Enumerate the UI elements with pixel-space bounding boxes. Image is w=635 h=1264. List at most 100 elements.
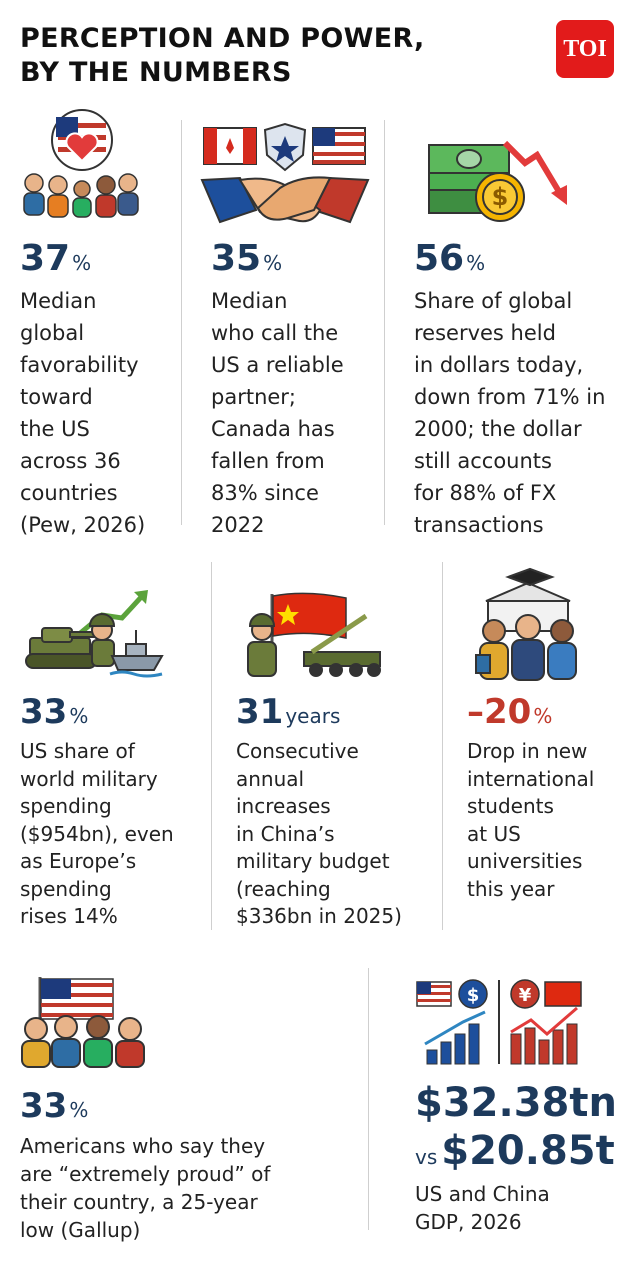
stat-number: 35% [211,238,344,279]
gdp-block: $32.38tn vs $20.85t US and China GDP, 202… [415,1080,617,1236]
divider [181,120,182,525]
description-line: still accounts [414,449,552,473]
stat: 33% US share of world military spending ($95… [20,692,174,931]
description-line: toward [20,385,93,409]
stat-value: 56 [414,238,465,279]
stat-number: 33% [20,692,174,732]
description-line: their country, a 25-year [20,1190,258,1214]
stat-number: 37% [20,238,145,279]
logo: TOI [556,20,614,78]
description-line: in China’s [236,821,335,846]
icon-handshake [200,122,370,224]
stat-description: US share of world military spending ($954bn… [20,738,174,931]
description-line: Canada has [211,417,335,441]
stat-unit: % [72,251,92,275]
description-line: international [467,766,595,791]
description-line: $336bn in 2025) [236,904,402,928]
stat-unit: % [533,704,553,728]
description-line: Median [211,289,288,313]
description-line: Drop in new [467,739,588,763]
description-line: reserves held [414,321,556,345]
stat: 56% Share of global reserves held in dollar… [414,238,605,541]
description-line: global [20,321,85,345]
svg-text:$: $ [467,985,480,1006]
gdp-us: $32.38tn [415,1080,617,1126]
svg-text:¥: ¥ [519,985,532,1006]
description-line: down from 71% in [414,385,606,409]
gdp-caption: US and China GDP, 2026 [415,1180,617,1236]
stat-description: Drop in new international students at US uni… [467,738,594,903]
stat-description: Share of global reserves held in dollars t… [414,285,605,541]
caption-line: GDP, 2026 [415,1210,522,1234]
description-line: annual [236,766,305,791]
gdp-china-row: vs $20.85t [415,1128,617,1174]
description-line: spending [20,794,112,818]
description-line: Share of global [414,289,573,313]
caption-line: US and China [415,1182,550,1206]
divider [442,562,443,930]
description-line: world military [20,766,158,791]
stat-unit: years [285,704,341,728]
description-line: who call the [211,321,339,345]
stat-value: 35 [211,238,262,279]
stat-number: –20% [467,692,594,732]
divider [368,968,369,1230]
divider [211,562,212,930]
description-line: transactions [414,513,544,537]
description-line: favorability [20,353,139,377]
description-line: 2000; the dollar [414,417,582,441]
stat-unit: % [466,251,486,275]
svg-text:$: $ [492,183,509,211]
description-line: as Europe’s [20,849,137,873]
stat-unit: % [69,704,89,728]
stat-number: 31 years [236,692,402,732]
icon-gdp: $ ¥ [416,979,582,1065]
stat-number: 33% [20,1086,270,1126]
description-line: 83% since [211,481,319,505]
description-line: in dollars today, [414,353,584,377]
title-line: BY THE NUMBERS [20,57,292,88]
stat-value: 37 [20,238,71,279]
stat-value: 33 [20,1086,68,1126]
stat-unit: % [69,1098,89,1122]
description-line: ($954bn), even [20,821,174,846]
description-line: Consecutive [236,739,359,763]
stat: –20% Drop in new international students at U… [467,692,594,903]
description-line: military budget [236,849,390,873]
description-line: at US [467,821,521,846]
icon-proud-americans [21,977,145,1068]
description-line: increases [236,794,331,818]
icon-people-heart [23,109,139,218]
stat-number: 56% [414,238,605,279]
icon-china-military [247,592,381,677]
stat-value: –20 [467,692,532,732]
stat-description: Consecutive annual increases in China’s mili… [236,738,402,931]
description-line: US a reliable [211,353,344,377]
stat-unit: % [263,251,283,275]
description-line: the US [20,417,90,441]
description-line: universities [467,849,583,873]
icon-military [25,590,164,678]
description-line: low (Gallup) [20,1218,141,1242]
stat: 33% Americans who say they are “extremely … [20,1086,270,1244]
description-line: (reaching [236,876,331,901]
description-line: Median [20,289,97,313]
stat-description: Americans who say they are “extremely pro… [20,1132,270,1244]
vs-label: vs [415,1145,438,1169]
description-line: fallen from [211,449,325,473]
description-line: rises 14% [20,904,118,928]
stat: 31 years Consecutive annual increases in Chin… [236,692,402,931]
stat: 35% Median who call the US a reliable partne… [211,238,344,541]
description-line: across 36 [20,449,121,473]
description-line: countries [20,481,118,505]
divider [384,120,385,525]
description-line: this year [467,876,555,901]
gdp-china: $20.85t [441,1128,615,1174]
title-line: PERCEPTION AND POWER, [20,23,425,54]
icon-students [475,567,577,681]
stat: 37% Median global favorability toward the US a… [20,238,145,541]
description-line: US share of [20,739,135,763]
stat-description: Median global favorability toward the US acro… [20,285,145,541]
description-line: partner; [211,385,297,409]
